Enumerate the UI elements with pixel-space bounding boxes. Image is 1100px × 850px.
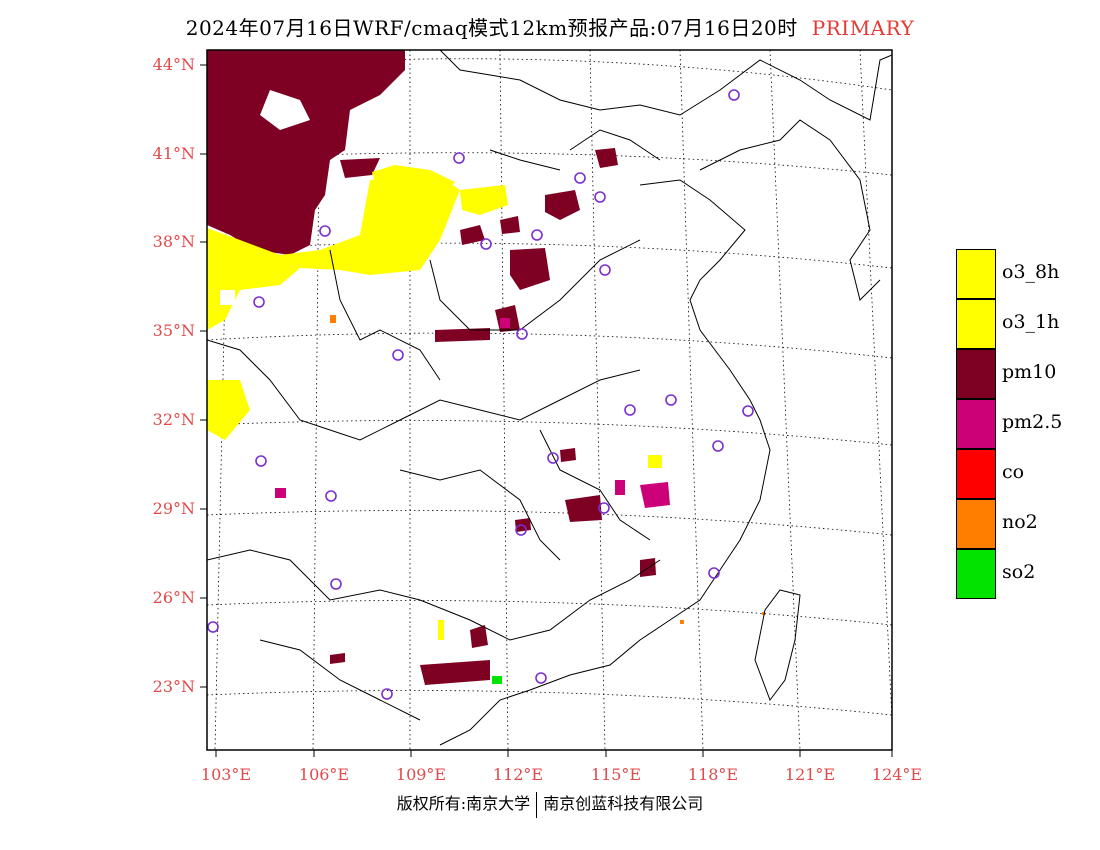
lon-label: 115°E <box>590 765 642 784</box>
latitude-gridlines <box>207 58 892 716</box>
legend-swatch <box>956 449 996 499</box>
lat-label: 35°N <box>152 321 195 340</box>
no2-areas <box>330 315 765 624</box>
lon-label: 112°E <box>492 765 544 784</box>
lat-label: 23°N <box>152 677 195 696</box>
boundaries <box>207 50 892 746</box>
pm10-areas <box>207 50 656 685</box>
longitude-gridlines <box>214 50 892 750</box>
lat-label: 41°N <box>152 144 195 163</box>
legend-label: pm10 <box>1002 361 1057 383</box>
pm25-areas <box>275 318 670 508</box>
copyright: 版权所有:南京大学 南京创蓝科技有限公司 <box>0 790 1100 818</box>
legend-item-o3-8h: o3_8h <box>956 249 1096 299</box>
legend-swatch <box>956 299 996 349</box>
lat-label: 26°N <box>152 588 195 607</box>
copyright-separator <box>536 791 538 818</box>
legend-label: co <box>1002 461 1025 483</box>
legend-item-o3-1h: o3_1h <box>956 299 1096 349</box>
legend-item-co: co <box>956 449 1096 499</box>
copyright-left: 版权所有:南京大学 <box>396 794 531 813</box>
legend-item-pm25: pm2.5 <box>956 399 1096 449</box>
lat-label: 29°N <box>152 499 195 518</box>
legend-label: pm2.5 <box>1002 411 1063 433</box>
station-markers <box>207 89 754 700</box>
legend-swatch <box>956 249 996 299</box>
map-frame <box>206 49 893 751</box>
legend-item-pm10: pm10 <box>956 349 1096 399</box>
legend-item-no2: no2 <box>956 499 1096 549</box>
lat-label: 32°N <box>152 410 195 429</box>
lat-label: 44°N <box>152 55 195 74</box>
legend-label: o3_8h <box>1002 261 1060 283</box>
lon-label: 118°E <box>687 765 739 784</box>
title-tag: PRIMARY <box>811 16 915 40</box>
legend-label: so2 <box>1002 561 1036 583</box>
lon-label: 121°E <box>784 765 836 784</box>
legend-item-so2: so2 <box>956 549 1096 599</box>
legend-swatch <box>956 499 996 549</box>
lat-label: 38°N <box>152 232 195 251</box>
lon-label: 109°E <box>395 765 447 784</box>
o3-areas <box>207 165 662 640</box>
title-main: 2024年07月16日WRF/cmaq模式12km预报产品:07月16日20时 <box>185 16 798 40</box>
lon-label: 124°E <box>871 765 923 784</box>
so2-areas <box>492 676 502 684</box>
legend-label: o3_1h <box>1002 311 1060 333</box>
legend-swatch <box>956 399 996 449</box>
lon-label: 103°E <box>200 765 252 784</box>
legend-swatch <box>956 549 996 599</box>
legend-label: no2 <box>1002 511 1038 533</box>
lon-label: 106°E <box>298 765 350 784</box>
map-title: 2024年07月16日WRF/cmaq模式12km预报产品:07月16日20时 P… <box>0 12 1100 41</box>
legend-swatch <box>956 349 996 399</box>
copyright-right: 南京创蓝科技有限公司 <box>543 794 704 813</box>
